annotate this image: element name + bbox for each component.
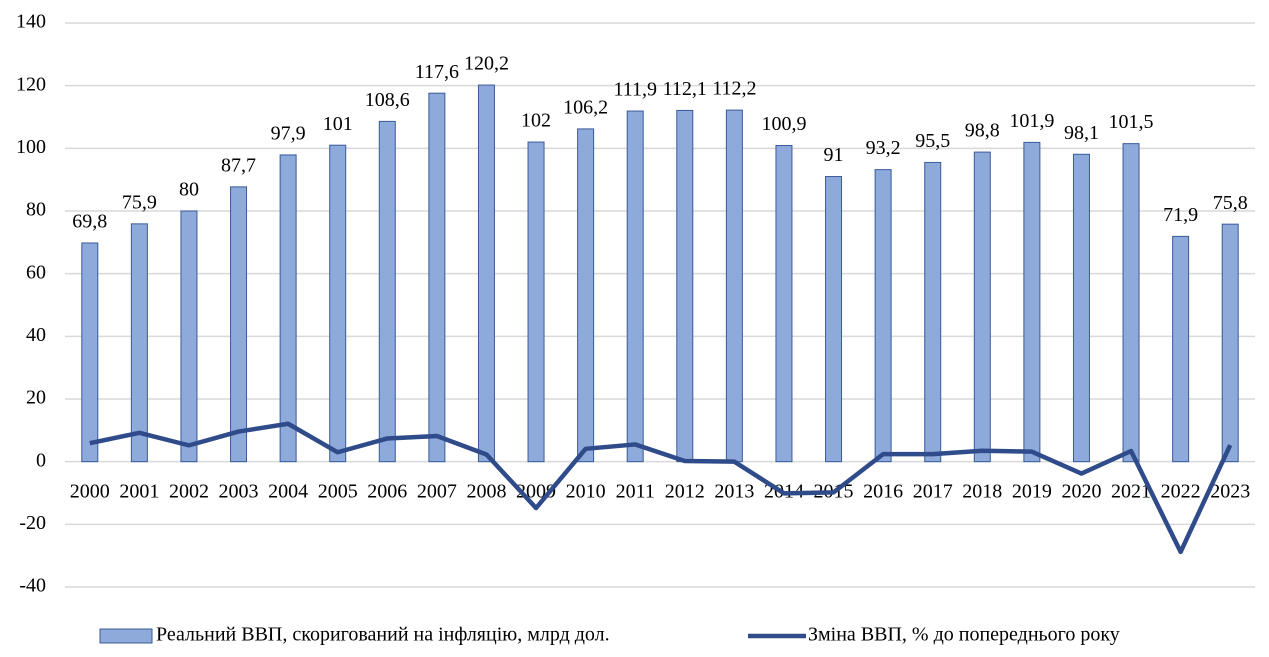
data-label: 117,6	[415, 61, 459, 83]
x-tick-label: 2010	[566, 480, 606, 502]
data-label: 101,5	[1109, 111, 1154, 133]
bar	[973, 151, 991, 463]
y-tick-label: 0	[36, 449, 46, 471]
x-tick-label: 2016	[863, 480, 903, 502]
data-label: 106,2	[563, 97, 608, 119]
y-tick-label: 40	[26, 324, 46, 346]
bar	[1172, 235, 1190, 463]
y-tick-label: 120	[16, 73, 46, 95]
bar	[1072, 153, 1090, 463]
data-label: 112,2	[712, 78, 756, 100]
bar	[626, 110, 644, 463]
data-label: 98,8	[965, 120, 1000, 142]
y-tick-label: 20	[26, 387, 46, 409]
x-tick-label: 2008	[466, 480, 506, 502]
x-tick-label: 2003	[219, 480, 259, 502]
bar	[874, 169, 892, 463]
y-tick-label: -40	[19, 575, 46, 597]
bar	[527, 141, 545, 463]
legend-label: Зміна ВВП, % до попереднього року	[808, 624, 1120, 646]
x-tick-label: 2006	[367, 480, 407, 502]
data-label: 75,8	[1213, 192, 1248, 214]
x-tick-label: 2007	[417, 480, 457, 502]
data-label: 95,5	[915, 130, 950, 152]
bar	[577, 128, 595, 463]
data-label: 100,9	[761, 113, 806, 135]
x-tick-label: 2018	[962, 480, 1002, 502]
bar	[725, 109, 743, 463]
x-tick-label: 2020	[1061, 480, 1101, 502]
legend-swatch	[99, 628, 153, 644]
y-tick-label: 140	[16, 11, 46, 33]
data-label: 91	[824, 144, 844, 166]
y-tick-label: -20	[19, 512, 46, 534]
data-label: 71,9	[1163, 204, 1198, 226]
bar	[180, 210, 198, 463]
x-tick-label: 2005	[318, 480, 358, 502]
bar	[676, 109, 694, 463]
data-label: 75,9	[122, 191, 157, 213]
x-tick-label: 2022	[1161, 480, 1201, 502]
data-label: 101,9	[1009, 110, 1054, 132]
x-tick-label: 2017	[913, 480, 953, 502]
y-tick-label: 60	[26, 261, 46, 283]
data-label: 87,7	[221, 154, 256, 176]
data-label: 101	[323, 113, 353, 135]
x-tick-label: 2023	[1210, 480, 1250, 502]
data-label: 69,8	[72, 211, 107, 233]
legend-label: Реальний ВВП, скоригований на інфляцію, …	[156, 624, 610, 646]
data-label: 111,9	[613, 79, 657, 101]
x-tick-label: 2021	[1111, 480, 1151, 502]
data-label: 108,6	[365, 89, 410, 111]
bar	[1221, 223, 1239, 463]
data-label: 102	[521, 110, 551, 132]
bar	[924, 161, 942, 463]
data-label: 93,2	[866, 137, 901, 159]
data-label: 98,1	[1064, 122, 1099, 144]
y-tick-label: 80	[26, 199, 46, 221]
bar	[477, 84, 495, 463]
y-tick-label: 100	[16, 136, 46, 158]
data-label: 120,2	[464, 53, 509, 75]
bar	[279, 154, 297, 463]
x-tick-label: 2011	[616, 480, 655, 502]
bar	[775, 145, 793, 463]
bar	[1023, 141, 1041, 463]
bar	[1122, 143, 1140, 463]
data-label: 80	[179, 179, 199, 201]
line	[89, 421, 1233, 555]
x-tick-label: 2001	[119, 480, 159, 502]
x-tick-label: 2019	[1012, 480, 1052, 502]
x-tick-label: 2000	[70, 480, 110, 502]
data-label: 112,1	[663, 78, 707, 100]
x-tick-label: 2002	[169, 480, 209, 502]
bar	[329, 144, 347, 463]
x-tick-label: 2013	[714, 480, 754, 502]
x-tick-label: 2012	[665, 480, 705, 502]
bar	[825, 176, 843, 463]
x-tick-label: 2004	[268, 480, 308, 502]
bar	[378, 120, 396, 463]
bar	[428, 92, 446, 463]
bar	[81, 242, 99, 463]
data-label: 97,9	[271, 123, 306, 145]
bar	[230, 186, 248, 463]
bar	[130, 223, 148, 463]
